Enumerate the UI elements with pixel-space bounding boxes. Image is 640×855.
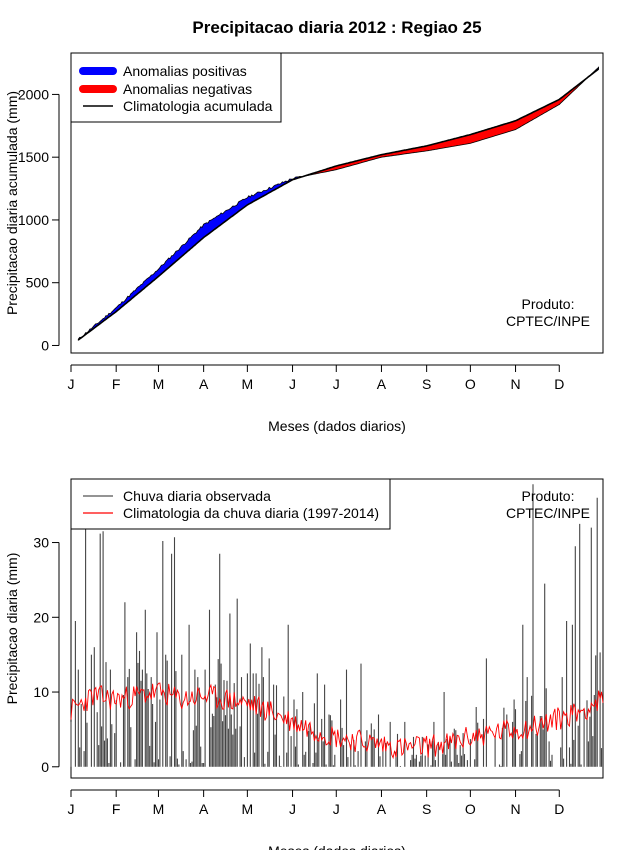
p1-x-axis-title: Meses (dados diarios) (268, 418, 406, 434)
p1-y-axis-title: Precipitacao diaria acumulada (mm) (4, 91, 20, 315)
product-annotation-line-1: Produto: (522, 296, 575, 312)
accumulated-precipitation-panel: J F M A M J J A S O N D 0 500 1000 1500 2000 Meses (dados… (4, 52, 604, 434)
p2-y-axis-title: Precipitacao diaria (mm) (4, 553, 20, 705)
p2-x-tick-label: M (242, 801, 254, 817)
p1-y-tick-label: 1000 (18, 212, 49, 228)
daily-precipitation-panel: J F M A M J J A S O N D 0 10 20 30 Meses (dados diarios)… (4, 478, 604, 855)
daily-legend-box (70, 478, 391, 530)
accumulated-legend: Anomalias positivas Anomalias negativasCl… (70, 52, 282, 123)
p2-x-tick-label: F (112, 801, 121, 817)
p2-x-axis-title: Meses (dados diarios) (268, 843, 406, 850)
p2-x-tick-label: D (554, 801, 564, 817)
p2-y-tick-label: 0 (41, 759, 49, 775)
p1-x-tick-label: O (465, 376, 476, 392)
p2-y-tick-label: 20 (33, 609, 49, 625)
p1-x-tick-label: J (68, 376, 75, 392)
p1-x-tick-label: A (377, 376, 387, 392)
observed-daily-bars (70, 484, 603, 767)
p1-y-tick-label: 2000 (18, 86, 49, 102)
p1-y-tick-label: 500 (26, 275, 50, 291)
legend-label-1: Anomalias positivas (123, 63, 247, 79)
product-annotation-line-2: CPTEC/INPE (506, 313, 590, 329)
legend-label-3: Climatologia acumulada (123, 98, 273, 114)
p2-x-tick-label: N (510, 801, 520, 817)
p1-x-tick-label: M (153, 376, 165, 392)
p2-x-tick-label: A (199, 801, 209, 817)
p2-x-tick-label: S (422, 801, 431, 817)
p1-x-tick-label: S (422, 376, 431, 392)
p1-x-tick-label: A (199, 376, 209, 392)
p1-y-tick-label: 0 (41, 337, 49, 353)
p2-x-tick-label: J (68, 801, 75, 817)
p2-y-tick-label: 10 (33, 684, 49, 700)
p1-y-tick-label: 1500 (18, 149, 49, 165)
p2-x-tick-label: J (333, 801, 340, 817)
daily-product-annotation-line-2: CPTEC/INPE (506, 505, 590, 521)
p2-x-tick-label: J (289, 801, 296, 817)
p1-x-tick-label: D (554, 376, 564, 392)
p2-x-tick-label: M (153, 801, 165, 817)
p2-x-tick-label: O (465, 801, 476, 817)
p1-x-tick-label: F (112, 376, 121, 392)
climatology-accumulated-line (77, 68, 600, 341)
daily-product-annotation-line-1: Produto: (522, 488, 575, 504)
p1-x-tick-label: M (242, 376, 254, 392)
p1-x-tick-label: J (289, 376, 296, 392)
p1-x-tick-label: J (333, 376, 340, 392)
daily-legend-label-2: Climatologia da chuva diaria (1997-2014) (123, 505, 379, 521)
p1-x-tick-label: N (510, 376, 520, 392)
page-title: Precipitacao diaria 2012 : Regiao 25 (192, 18, 481, 37)
p2-y-tick-label: 30 (33, 535, 49, 551)
p2-x-tick-label: A (377, 801, 387, 817)
negative-anomaly-area (303, 76, 589, 177)
daily-climatology-line (70, 682, 604, 760)
daily-legend-label-1: Chuva diaria observada (123, 488, 271, 504)
legend-label-2: Anomalias negativas (123, 81, 252, 97)
p1-plot-frame (70, 52, 604, 354)
